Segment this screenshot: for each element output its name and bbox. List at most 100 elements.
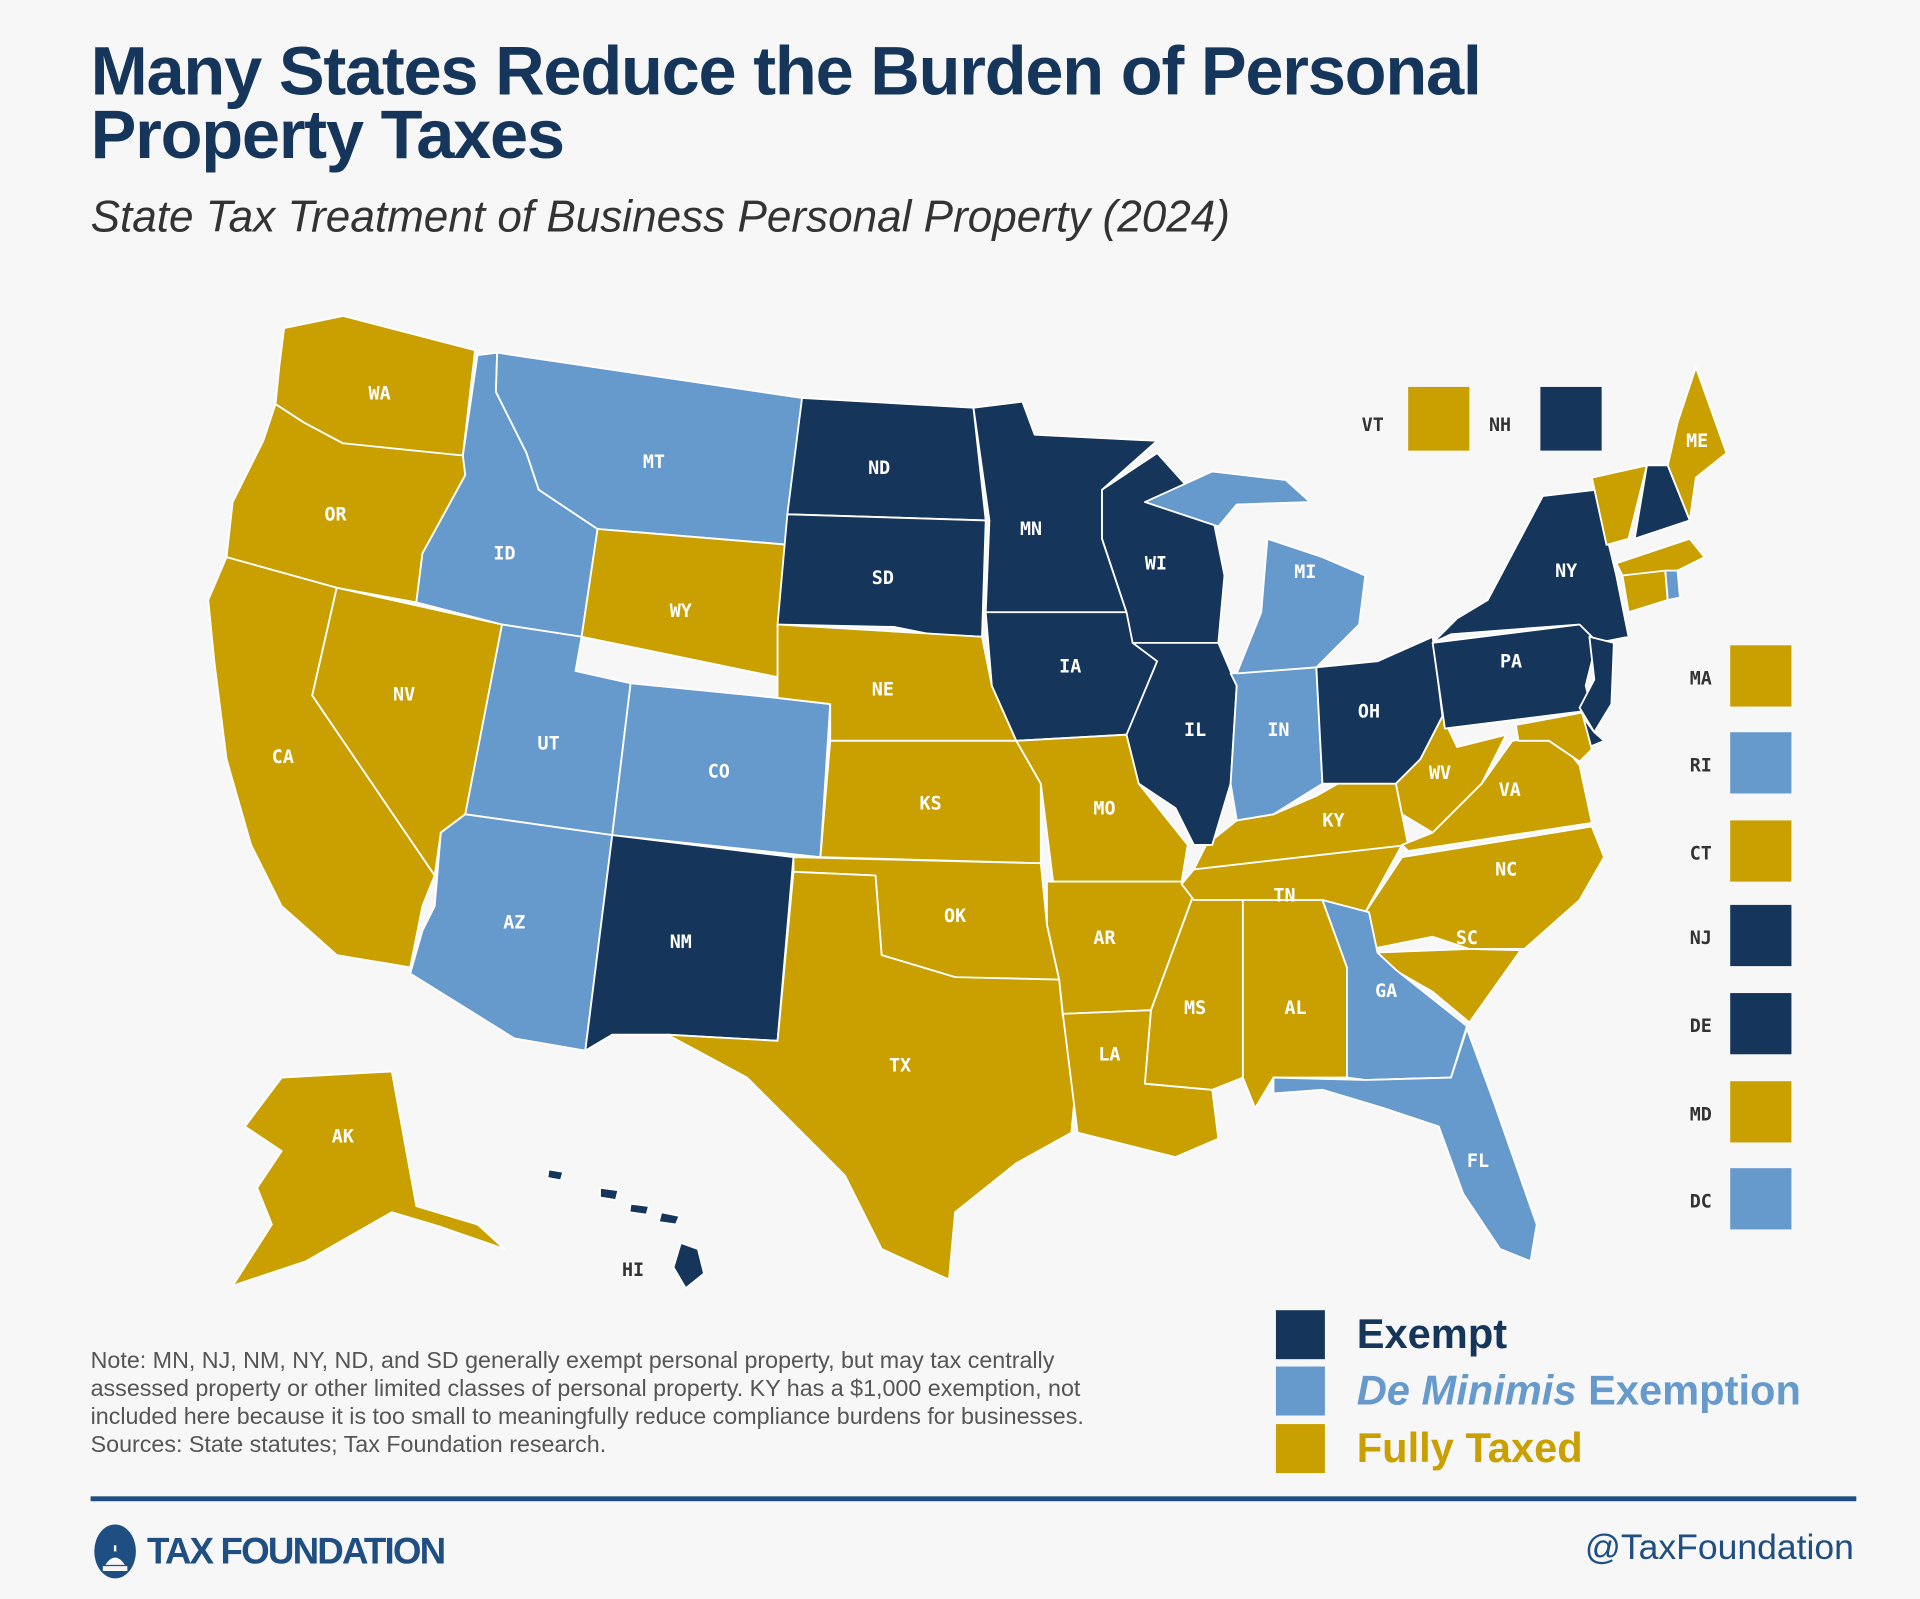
state-mi-part [1143, 470, 1312, 528]
state-label-tx: TX [889, 1056, 911, 1077]
state-label-ca: CA [272, 747, 294, 768]
logo-text: TAX FOUNDATION [146, 1531, 446, 1573]
state-label-me: ME [1686, 431, 1708, 452]
state-tx [666, 870, 1079, 1281]
state-ri [1664, 569, 1681, 601]
state-me [1666, 366, 1728, 522]
callout-label-dc: DC [1689, 1190, 1712, 1213]
sources-text: Sources: State statutes; Tax Foundation … [90, 1432, 607, 1459]
state-label-nd: ND [868, 458, 890, 479]
callout-box-ri [1730, 732, 1792, 794]
tax-foundation-logo: TAX FOUNDATION [91, 1522, 446, 1583]
state-hi [672, 1241, 706, 1290]
state-mi [1235, 537, 1367, 675]
state-label-mo: MO [1093, 798, 1115, 819]
state-label-va: VA [1499, 780, 1521, 801]
page-subtitle: State Tax Treatment of Business Personal… [90, 191, 1230, 242]
state-label-fl: FL [1467, 1151, 1489, 1172]
state-label-id: ID [493, 544, 515, 565]
state-label-ok: OK [944, 906, 966, 927]
callout-label-vt: VT [1361, 413, 1384, 436]
state-label-ut: UT [538, 733, 560, 754]
state-label-ak: AK [332, 1127, 354, 1148]
state-label-ks: KS [920, 793, 942, 814]
callout-label-nj: NJ [1689, 926, 1712, 949]
state-label-il: IL [1184, 720, 1206, 741]
note-text: Note: MN, NJ, NM, NY, ND, and SD general… [90, 1348, 1084, 1431]
state-label-nv: NV [393, 685, 415, 706]
callout-label-de: DE [1689, 1015, 1712, 1038]
legend-label-de-minimis-italic: De Minimis [1356, 1367, 1577, 1414]
state-in [1229, 666, 1324, 822]
legend-label-de-minimis: De Minimis Exemption [1357, 1367, 1801, 1415]
state-label-ne: NE [872, 680, 894, 701]
state-il [1125, 641, 1238, 846]
state-label-or: OR [324, 505, 347, 526]
state-label-tn: TN [1273, 885, 1295, 906]
callout-box-dc [1730, 1168, 1792, 1230]
state-hi-part [546, 1168, 565, 1182]
legend-fully-taxed: Fully Taxed [1275, 1424, 1583, 1474]
state-nc [1364, 825, 1606, 950]
state-label-az: AZ [503, 912, 525, 933]
state-label-in: IN [1267, 720, 1289, 741]
state-fl [1272, 1027, 1538, 1263]
legend-label-de-minimis-rest: Exemption [1576, 1367, 1801, 1414]
state-pa [1431, 623, 1599, 730]
legend-label-fully-taxed: Fully Taxed [1356, 1424, 1583, 1472]
callout-label-nh: NH [1488, 413, 1512, 436]
footer-divider [90, 1496, 1857, 1502]
state-hi-part [628, 1202, 650, 1216]
state-label-wy: WY [670, 601, 692, 622]
page-title: Many States Reduce the Burden of Persona… [90, 31, 1482, 173]
state-ct [1621, 569, 1669, 614]
state-ks [819, 739, 1042, 865]
state-co [611, 682, 832, 859]
state-ma [1615, 537, 1706, 577]
note: Note: MN, NJ, NM, NY, ND, and SD general… [91, 1347, 1107, 1460]
callout-label-md: MD [1689, 1103, 1712, 1126]
state-wv [1395, 715, 1508, 834]
callout-box-ct [1730, 820, 1792, 882]
callout-box-nh [1540, 386, 1602, 451]
state-vt [1590, 464, 1648, 546]
state-label-co: CO [708, 762, 730, 783]
state-label-la: LA [1098, 1045, 1120, 1066]
state-label-pa: PA [1500, 651, 1522, 672]
state-label-wv: WV [1429, 763, 1451, 784]
social-handle[interactable]: @TaxFoundation [1584, 1528, 1854, 1568]
callout-label-ma: MA [1689, 667, 1712, 690]
state-label-nm: NM [670, 932, 692, 953]
callout-box-md [1730, 1081, 1792, 1143]
state-label-oh: OH [1358, 702, 1380, 723]
legend-label-exempt: Exempt [1356, 1310, 1508, 1358]
state-ak [231, 1070, 506, 1287]
state-hi-part [657, 1211, 681, 1226]
callout-label-ct: CT [1689, 842, 1712, 865]
state-label-al: AL [1284, 998, 1306, 1019]
state-label-ny: NY [1555, 561, 1577, 582]
callout-box-de [1730, 993, 1792, 1055]
state-md [1515, 711, 1593, 763]
callout-box-ma [1730, 645, 1792, 707]
capitol-dome-icon [94, 1524, 136, 1579]
state-label-ar: AR [1093, 928, 1116, 949]
state-label-nc: NC [1495, 860, 1517, 881]
callout-box-nj [1730, 904, 1792, 967]
legend-de-minimis: De Minimis Exemption [1275, 1366, 1801, 1416]
legend-swatch-fully-taxed [1275, 1424, 1325, 1474]
state-label-ia: IA [1059, 656, 1081, 677]
state-label-sc: SC [1456, 928, 1478, 949]
state-label-mt: MT [643, 452, 665, 473]
callout-label-ri: RI [1689, 754, 1712, 777]
state-label-mi: MI [1294, 562, 1316, 583]
legend-swatch-exempt [1275, 1310, 1325, 1360]
legend-swatch-de-minimis [1275, 1366, 1325, 1416]
callout-box-vt [1408, 386, 1470, 451]
state-label-wa: WA [369, 383, 391, 404]
state-label-ms: MS [1184, 998, 1206, 1019]
state-ny [1431, 488, 1630, 644]
state-label-ga: GA [1375, 981, 1397, 1002]
state-label-mn: MN [1020, 519, 1042, 540]
